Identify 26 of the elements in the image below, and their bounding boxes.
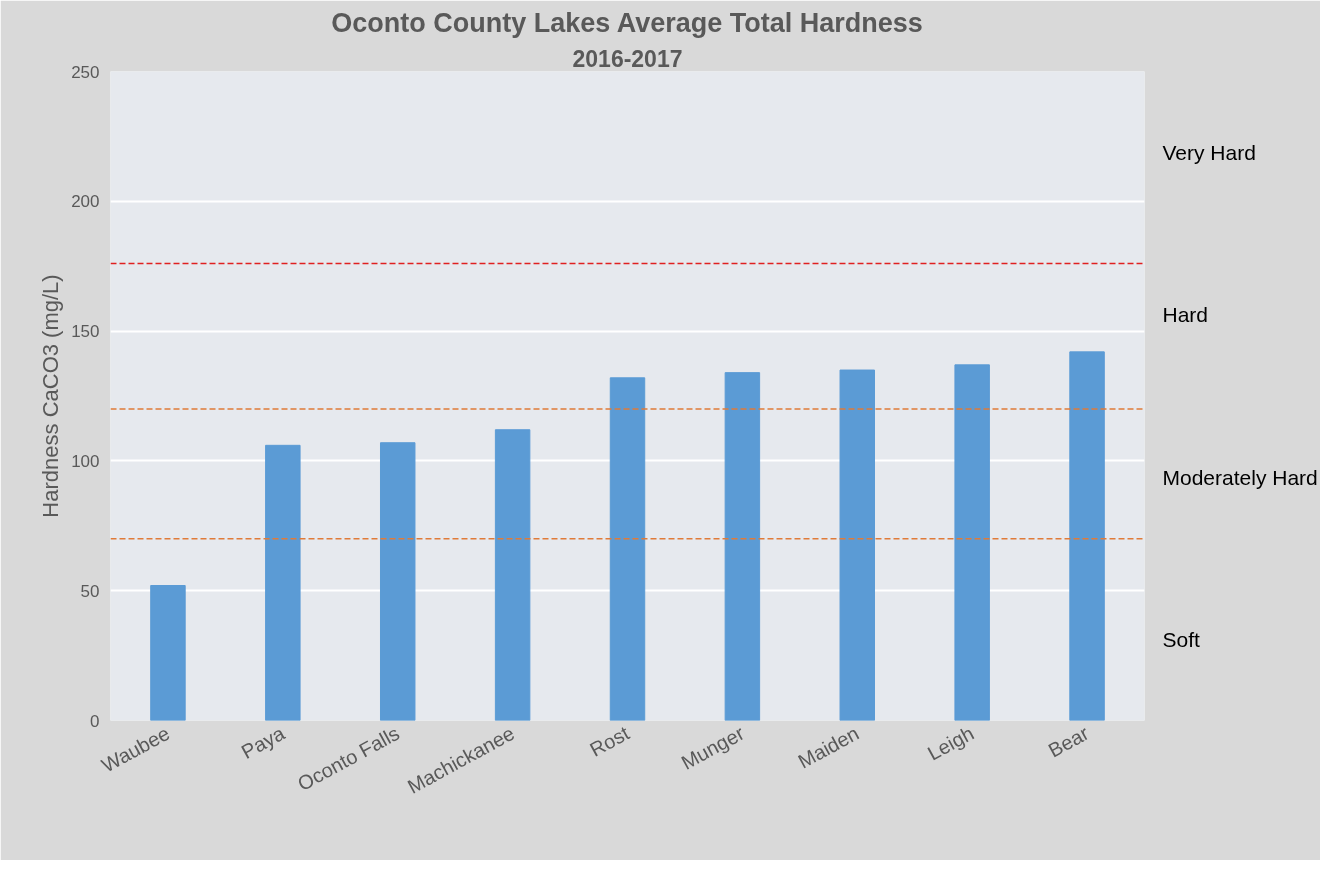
bar [609,377,646,721]
text: Hard [1162,303,1209,327]
x-tick-label: Rost [586,721,634,761]
text: Very Hard [1162,141,1256,165]
bar [494,429,531,721]
y-tick-label: 100 [71,451,100,471]
x-tick-label: Bear [1044,721,1093,762]
y-axis-title: Hardness CaCO3 (mg/L) [38,274,64,518]
y-tick-label: 50 [80,581,100,601]
bar [150,585,186,721]
chart-title: Oconto County Lakes Average Total Hardness [331,7,923,38]
bar [724,372,761,721]
bar [1069,351,1105,721]
y-tick-label: 150 [71,322,100,342]
y-tick-label: 200 [71,192,100,212]
y-tick-label: 250 [71,62,100,82]
x-tick-label: Leigh [923,721,978,765]
text: Moderately Hard [1162,465,1318,489]
bar [839,369,876,721]
bar [265,444,301,721]
chart-subtitle: 2016-2017 [572,45,683,72]
x-tick-label: Paya [237,721,289,764]
bar [954,364,990,721]
y-tick-label: 0 [90,711,100,731]
text: Soft [1162,627,1201,651]
bar [379,442,416,721]
